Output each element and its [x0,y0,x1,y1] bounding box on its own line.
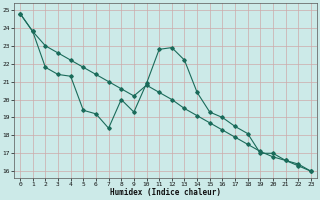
X-axis label: Humidex (Indice chaleur): Humidex (Indice chaleur) [110,188,221,197]
